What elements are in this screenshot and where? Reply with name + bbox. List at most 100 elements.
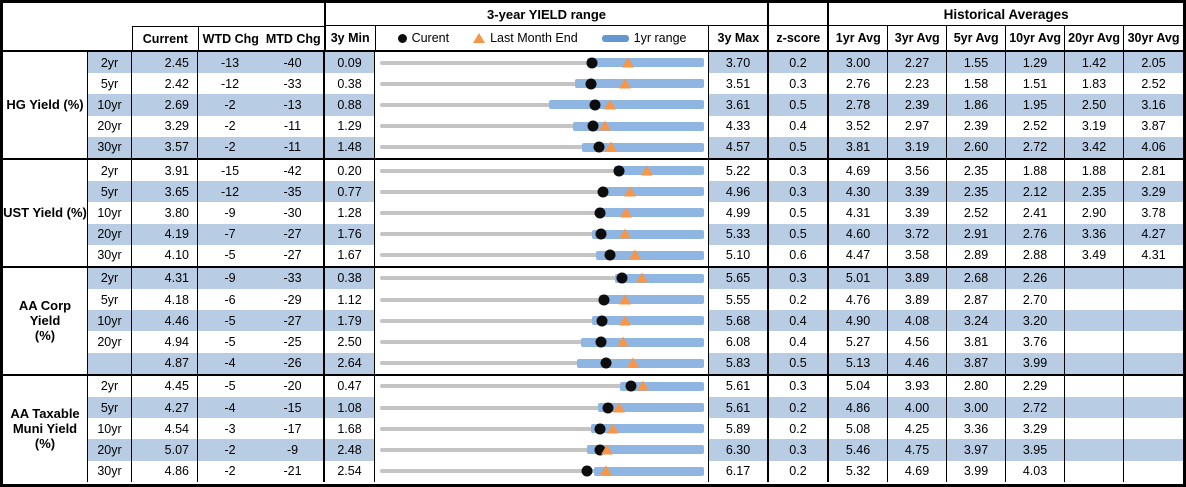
range-chart-cell — [375, 73, 709, 95]
current-dot-icon — [596, 315, 608, 327]
column-header-3y-max: 3y Max — [709, 26, 770, 50]
cell-5yr-avg: 2.35 — [947, 159, 1006, 182]
cell-mtd-chg: -13 — [262, 94, 325, 116]
range-plot — [380, 160, 704, 181]
cell-30yr-avg: 4.27 — [1124, 223, 1183, 245]
range-plot — [380, 310, 704, 331]
cell-3y-min: 1.76 — [325, 223, 375, 245]
cell-30yr-avg: 3.29 — [1124, 181, 1183, 203]
cell-30yr-avg: 2.52 — [1141, 76, 1166, 91]
cell-5yr-avg: 3.00 — [947, 397, 1006, 419]
range-plot — [380, 418, 704, 439]
cell-wtd-chg: -9 — [224, 205, 236, 220]
cell-30yr-avg: 2.81 — [1141, 163, 1166, 178]
cell-tenor: 20yr — [88, 223, 132, 245]
header-row-sections: 3-year YIELD range Historical Averages — [3, 3, 1183, 26]
column-header-mtd-chg: MTD Chg — [262, 26, 326, 50]
current-dot-icon — [595, 336, 607, 348]
range-3y-track — [380, 124, 704, 129]
cell-10yr-avg: 2.52 — [1006, 115, 1065, 137]
cell-3y-max: 6.30 — [709, 439, 769, 461]
range-plot — [380, 376, 704, 397]
cell-1yr-avg: 2.76 — [829, 73, 888, 95]
cell-wtd-chg: -5 — [224, 335, 236, 350]
range-chart-cell — [375, 460, 709, 482]
range-chart-cell — [375, 223, 709, 245]
cell-tenor: 5yr — [88, 397, 132, 419]
cell-20yr-avg — [1065, 460, 1124, 482]
table-row: 5yr 4.18 -6 -29 1.12 5.55 0.2 4.76 3.89 2.87 2.70 — [88, 289, 1183, 311]
cell-tenor — [88, 352, 132, 374]
cell-5yr-avg: 1.58 — [947, 73, 1006, 95]
cell-tenor: 30yr — [88, 136, 132, 158]
cell-3y-min: 0.09 — [325, 52, 375, 74]
cell-tenor: 2yr — [88, 375, 132, 397]
range-1yr-bar — [598, 403, 704, 413]
group-label: HG Yield (%) — [3, 52, 88, 158]
cell-3yr-avg: 4.69 — [888, 460, 947, 482]
cell-20yr-avg — [1065, 289, 1124, 311]
cell-wtd-chg: -4 — [198, 397, 262, 419]
range-chart-cell — [375, 439, 709, 461]
cell-30yr-avg — [1124, 397, 1183, 419]
range-bar-icon — [601, 34, 629, 42]
cell-tenor: 10yr — [88, 94, 132, 116]
cell-30yr-avg: 3.16 — [1124, 94, 1183, 116]
range-3y-track — [380, 253, 704, 258]
cell-20yr-avg — [1065, 375, 1124, 397]
cell-3yr-avg: 2.27 — [888, 52, 947, 74]
cell-10yr-avg: 2.72 — [1006, 136, 1065, 158]
range-chart-cell — [375, 244, 709, 266]
cell-5yr-avg: 3.24 — [947, 310, 1006, 332]
cell-z-score: 0.2 — [769, 397, 829, 419]
current-dot-icon — [604, 249, 616, 261]
cell-1yr-avg: 5.27 — [829, 331, 888, 353]
cell-wtd-chg: -12 — [220, 76, 240, 91]
cell-3yr-avg: 4.25 — [888, 418, 947, 440]
cell-30yr-avg: 4.06 — [1124, 136, 1183, 158]
cell-5yr-avg: 1.55 — [947, 52, 1006, 74]
cell-wtd-chg: -12 — [198, 181, 262, 203]
cell-20yr-avg — [1065, 331, 1124, 353]
row-group-1: HG Yield (%) 2yr 2.45 -13 -40 0.09 3.70 0.2 3.00… — [3, 52, 1183, 158]
cell-wtd-chg: -2 — [224, 464, 236, 479]
last-month-triangle-icon — [619, 78, 632, 89]
cell-wtd-chg: -6 — [224, 292, 236, 307]
cell-z-score: 0.4 — [769, 310, 829, 332]
column-header-3yr-avg: 3yr Avg — [888, 26, 948, 50]
range-1yr-bar — [615, 273, 704, 283]
cell-20yr-avg: 3.36 — [1065, 223, 1124, 245]
range-3y-track — [380, 189, 704, 194]
cell-z-score: 0.3 — [769, 73, 829, 95]
last-month-triangle-icon — [621, 57, 634, 68]
cell-10yr-avg: 3.76 — [1006, 331, 1065, 353]
range-3y-track — [380, 232, 704, 237]
range-chart-cell — [375, 331, 709, 353]
cell-20yr-avg: 2.35 — [1065, 181, 1124, 203]
cell-3yr-avg: 3.39 — [888, 181, 947, 203]
cell-3y-min: 1.12 — [325, 289, 375, 311]
cell-3yr-avg: 3.19 — [888, 136, 947, 158]
legend-last-month-label: Last Month End — [490, 31, 578, 45]
cell-30yr-avg — [1124, 267, 1183, 290]
cell-wtd-chg: -5 — [224, 248, 236, 263]
range-chart-cell — [375, 181, 709, 203]
last-month-triangle-icon — [637, 380, 650, 391]
row-group-2: UST Yield (%) 2yr 3.91 -15 -42 0.20 5.22 0.3 4.6… — [3, 157, 1183, 266]
cell-3y-max: 6.08 — [709, 331, 769, 353]
table-row: 4.87 -4 -26 2.64 5.83 0.5 5.13 4.46 3.87 3.99 — [88, 352, 1183, 374]
cell-1yr-avg: 4.86 — [829, 397, 888, 419]
last-month-triangle-icon — [619, 228, 632, 239]
cell-1yr-avg: 2.78 — [829, 94, 888, 116]
range-section-title: 3-year YIELD range — [325, 3, 770, 26]
cell-current: 4.31 — [132, 267, 198, 290]
table-row: 2yr 3.91 -15 -42 0.20 5.22 0.3 4.69 3.56 2.35 1.88… — [88, 159, 1183, 182]
cell-z-score: 0.5 — [769, 94, 829, 116]
cell-current: 4.54 — [132, 418, 198, 440]
range-chart-cell — [375, 289, 709, 311]
cell-3yr-avg: 4.46 — [888, 352, 947, 374]
range-3y-track — [380, 405, 704, 410]
range-plot — [380, 289, 704, 310]
cell-10yr-avg: 2.41 — [1006, 202, 1065, 224]
cell-20yr-avg — [1065, 310, 1124, 332]
